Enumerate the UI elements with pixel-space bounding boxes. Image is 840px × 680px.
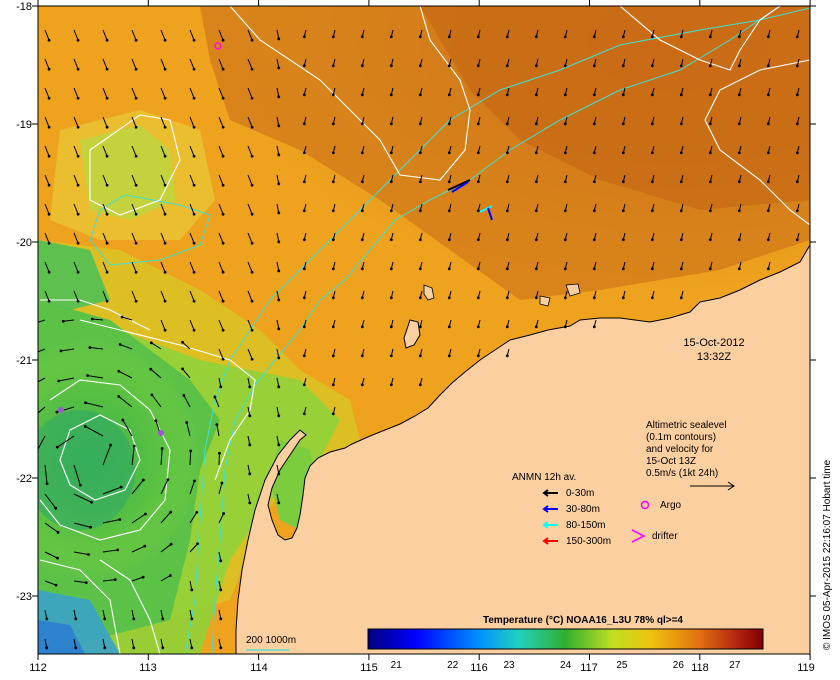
mooring-arrows — [447, 179, 493, 221]
altimetry-legend: Altimetric sealevel (0.1m contours) and … — [646, 420, 735, 491]
altimetry-line: 0.5m/s (1kt 24h) — [646, 468, 718, 479]
sea-surface-temperature — [38, 6, 810, 654]
altimetry-line: and velocity for — [646, 444, 714, 455]
credit-text: © IMOS 05-Apr-2015 22:16:07 Hobart time — [822, 459, 833, 650]
colorbar: Temperature (°C) NOAA16_L3U 78% ql>=4 21… — [367, 615, 764, 671]
anmn-item-label: 0-30m — [566, 488, 594, 499]
argo-float — [58, 407, 64, 413]
altimetry-line: (0.1m contours) — [646, 432, 716, 443]
bathy-legend-label: 200 1000m — [246, 635, 296, 646]
colorbar-tick-label: 27 — [729, 660, 741, 671]
lat-tick-label: -20 — [16, 237, 32, 249]
anmn-legend: ANMN 12h av. 0-30m 30-80m 80-150m 150-30… — [512, 472, 611, 547]
lon-tick-label: 114 — [250, 662, 268, 674]
time-label: 13:32Z — [697, 351, 732, 363]
lat-tick-label: -22 — [16, 473, 32, 485]
land-australia — [235, 244, 810, 654]
argo-float — [158, 430, 164, 436]
colorbar-tick-label: 21 — [391, 660, 403, 671]
colorbar-tick-label: 25 — [616, 660, 628, 671]
anmn-title: ANMN 12h av. — [512, 472, 576, 483]
colorbar-tick-label: 23 — [504, 660, 516, 671]
altimetry-line: 15-Oct 13Z — [646, 456, 696, 467]
lat-tick-label: -18 — [16, 1, 32, 13]
argo-float — [214, 42, 222, 50]
colorbar-gradient — [367, 628, 764, 650]
plot-frame — [37, 5, 811, 655]
barrow-island — [403, 319, 421, 349]
colorbar-title: Temperature (°C) NOAA16_L3U 78% ql>=4 — [483, 615, 683, 626]
lat-tick-label: -23 — [16, 591, 32, 603]
island — [565, 283, 581, 297]
velocity-arrows — [38, 29, 800, 650]
island — [539, 295, 551, 307]
lat-tick-label: -21 — [16, 355, 32, 367]
scale-arrow — [690, 481, 735, 491]
island — [423, 284, 435, 301]
bathymetry-contours — [89, 6, 810, 654]
anmn-item-label: 150-300m — [566, 536, 611, 547]
date-label: 15-Oct-2012 — [683, 337, 744, 349]
lat-tick-label: -19 — [16, 119, 32, 131]
argo-legend-icon — [640, 500, 650, 510]
axis-ticks — [32, 0, 816, 660]
argo-legend-label: Argo — [660, 500, 682, 511]
latitude-labels: -18 -19 -20 -21 -22 -23 — [16, 1, 32, 603]
lon-tick-label: 112 — [29, 662, 47, 674]
altimetry-line: Altimetric sealevel — [646, 420, 727, 431]
colorbar-tick-label: 24 — [560, 660, 572, 671]
lon-tick-label: 117 — [580, 662, 598, 674]
anmn-item-label: 30-80m — [566, 504, 600, 515]
drifter-legend-icon — [631, 529, 646, 543]
lon-tick-label: 119 — [797, 662, 815, 674]
anmn-item-label: 80-150m — [566, 520, 605, 531]
drifter-legend-label: drifter — [652, 531, 678, 542]
lon-tick-label: 118 — [691, 662, 709, 674]
lon-tick-label: 115 — [360, 662, 378, 674]
longitude-labels: 112 113 114 115 116 117 118 119 — [29, 662, 815, 674]
colorbar-tick-label: 22 — [447, 660, 459, 671]
lon-tick-label: 113 — [139, 662, 157, 674]
colorbar-tick-label: 26 — [673, 660, 685, 671]
lon-tick-label: 116 — [470, 662, 488, 674]
